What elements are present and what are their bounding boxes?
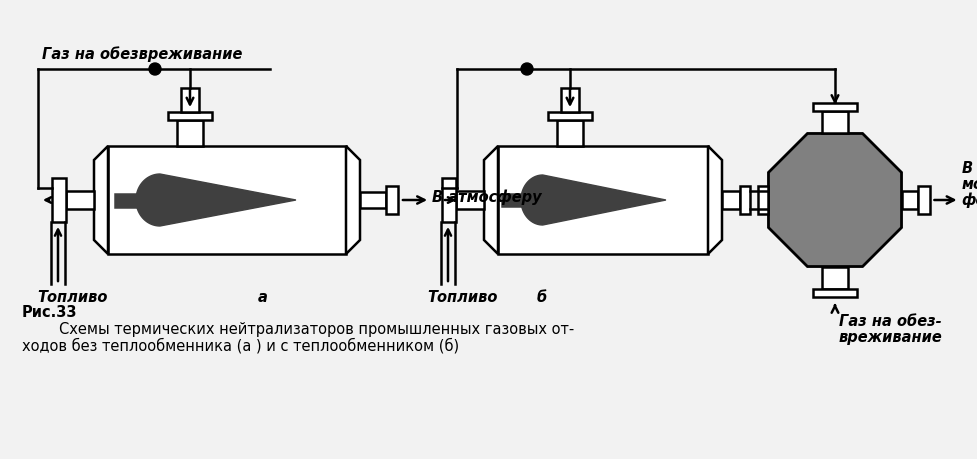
Bar [52, 179, 65, 223]
Text: Топливо: Топливо [37, 289, 107, 304]
Bar [812, 104, 856, 112]
Bar [812, 289, 856, 297]
Text: ходов без теплообменника (а ) и с теплообменником (б): ходов без теплообменника (а ) и с теплоо… [21, 337, 458, 353]
Polygon shape [346, 147, 360, 254]
Bar [386, 187, 398, 214]
Bar [901, 191, 916, 210]
Bar [821, 267, 847, 289]
Polygon shape [521, 176, 665, 225]
Text: а: а [258, 289, 268, 304]
Circle shape [521, 64, 532, 76]
Polygon shape [94, 147, 107, 254]
Polygon shape [707, 147, 721, 254]
Bar [168, 113, 212, 121]
Text: В атмосферу: В атмосферу [432, 189, 541, 204]
Bar [758, 187, 768, 214]
Bar [501, 194, 542, 207]
Bar [547, 113, 591, 121]
Text: Схемы термических нейтрализаторов промышленных газовых от-: Схемы термических нейтрализаторов промыш… [21, 321, 573, 336]
Bar [455, 191, 484, 210]
Text: В ат-: В ат- [960, 161, 977, 176]
Polygon shape [136, 174, 296, 226]
Polygon shape [768, 134, 901, 267]
Bar [177, 121, 203, 147]
Bar [497, 147, 707, 254]
Bar [107, 147, 346, 254]
Polygon shape [484, 147, 497, 254]
Bar [442, 179, 455, 223]
Bar [821, 112, 847, 134]
Bar [557, 121, 582, 147]
Bar [65, 191, 94, 210]
Bar [360, 193, 386, 208]
Text: мос-: мос- [960, 177, 977, 191]
Text: Газ на обезвреживание: Газ на обезвреживание [42, 46, 242, 62]
Bar [181, 89, 198, 113]
Text: Рис.33: Рис.33 [21, 304, 77, 319]
Text: феру: феру [960, 193, 977, 208]
Bar [740, 187, 749, 214]
Text: Топливо: Топливо [427, 289, 497, 304]
Text: Газ на обез-: Газ на обез- [838, 313, 941, 328]
Text: вреживание: вреживание [838, 329, 942, 344]
Bar [721, 191, 740, 210]
Circle shape [149, 64, 161, 76]
Bar [561, 89, 578, 113]
Text: б: б [536, 289, 547, 304]
Bar [916, 187, 928, 214]
Bar [115, 194, 160, 207]
